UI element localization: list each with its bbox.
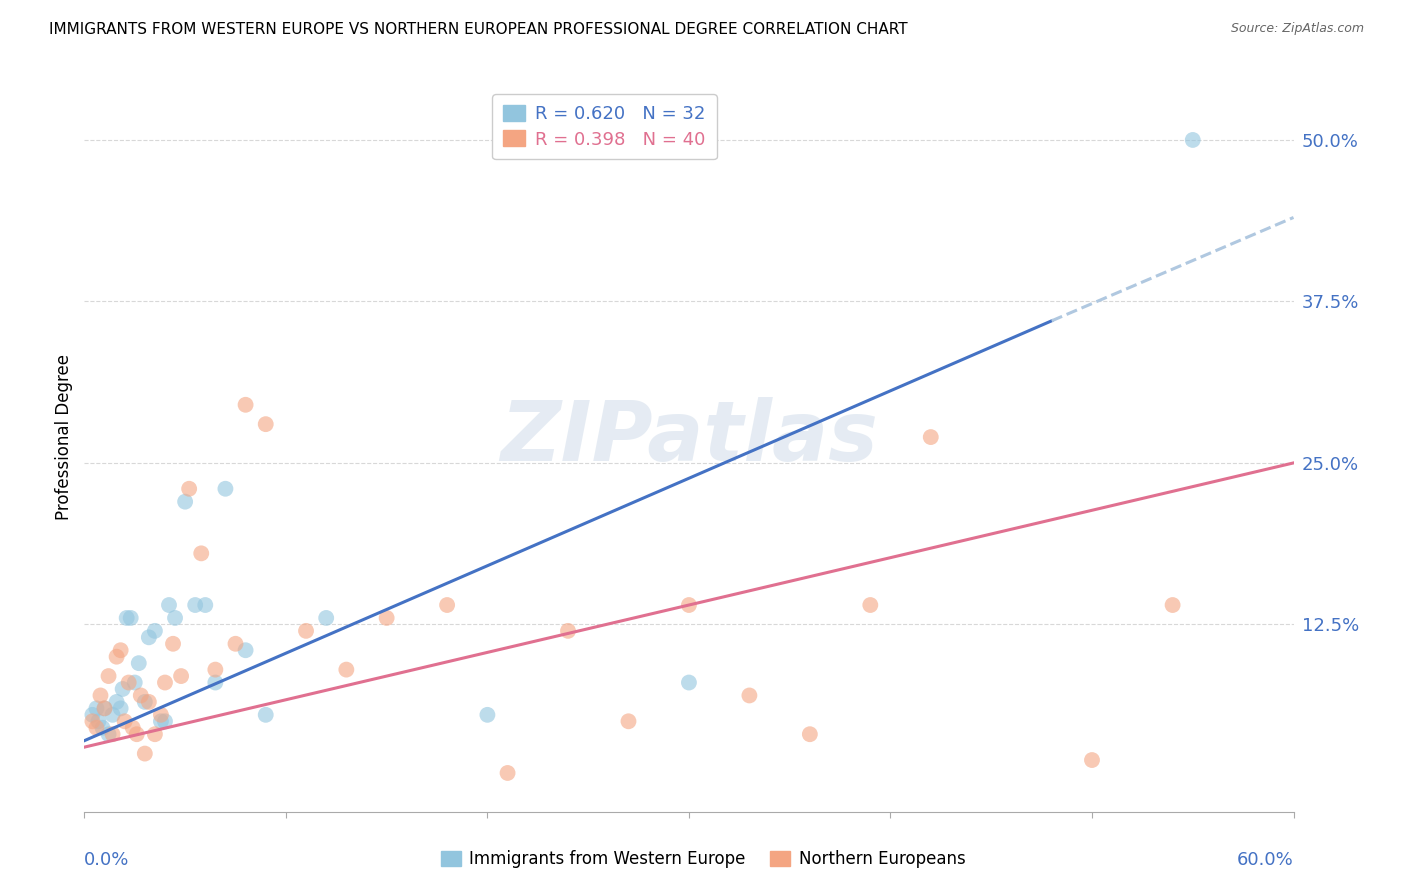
Point	[97, 669, 120, 683]
Point	[179, 482, 201, 496]
Point	[118, 675, 141, 690]
Point	[295, 624, 318, 638]
Point	[134, 695, 156, 709]
Point	[129, 689, 152, 703]
Point	[87, 714, 110, 729]
Point	[149, 707, 172, 722]
Point	[101, 727, 124, 741]
Point	[214, 482, 236, 496]
Point	[93, 701, 115, 715]
Point	[105, 649, 128, 664]
Point	[82, 714, 104, 729]
Point	[557, 624, 579, 638]
Point	[149, 714, 172, 729]
Legend: R = 0.620   N = 32, R = 0.398   N = 40: R = 0.620 N = 32, R = 0.398 N = 40	[492, 94, 717, 160]
Y-axis label: Professional Degree: Professional Degree	[55, 354, 73, 520]
Point	[138, 630, 160, 644]
Text: ZIPatlas: ZIPatlas	[501, 397, 877, 477]
Point	[194, 598, 217, 612]
Point	[617, 714, 640, 729]
Text: 0.0%: 0.0%	[84, 851, 129, 869]
Point	[496, 766, 519, 780]
Point	[86, 701, 108, 715]
Point	[125, 727, 148, 741]
Point	[235, 398, 257, 412]
Point	[738, 689, 761, 703]
Point	[1161, 598, 1184, 612]
Point	[235, 643, 257, 657]
Point	[86, 721, 108, 735]
Point	[134, 747, 156, 761]
Point	[82, 707, 104, 722]
Legend: Immigrants from Western Europe, Northern Europeans: Immigrants from Western Europe, Northern…	[434, 844, 972, 875]
Point	[153, 675, 176, 690]
Point	[799, 727, 821, 741]
Point	[128, 656, 150, 670]
Point	[678, 675, 700, 690]
Point	[114, 714, 136, 729]
Point	[678, 598, 700, 612]
Point	[920, 430, 942, 444]
Point	[124, 675, 146, 690]
Point	[138, 695, 160, 709]
Point	[436, 598, 458, 612]
Point	[101, 707, 124, 722]
Point	[225, 637, 247, 651]
Point	[254, 707, 277, 722]
Point	[97, 727, 120, 741]
Text: Source: ZipAtlas.com: Source: ZipAtlas.com	[1230, 22, 1364, 36]
Point	[335, 663, 357, 677]
Point	[105, 695, 128, 709]
Point	[143, 727, 166, 741]
Point	[110, 643, 132, 657]
Point	[174, 494, 197, 508]
Point	[315, 611, 337, 625]
Point	[204, 675, 226, 690]
Point	[375, 611, 398, 625]
Point	[120, 611, 142, 625]
Point	[204, 663, 226, 677]
Point	[165, 611, 187, 625]
Text: 60.0%: 60.0%	[1237, 851, 1294, 869]
Point	[143, 624, 166, 638]
Point	[89, 689, 111, 703]
Point	[115, 611, 138, 625]
Point	[254, 417, 277, 432]
Point	[859, 598, 882, 612]
Point	[184, 598, 207, 612]
Point	[121, 721, 143, 735]
Point	[111, 681, 134, 696]
Point	[110, 701, 132, 715]
Point	[190, 546, 212, 560]
Point	[1081, 753, 1104, 767]
Point	[91, 721, 114, 735]
Point	[153, 714, 176, 729]
Point	[170, 669, 193, 683]
Point	[93, 701, 115, 715]
Text: IMMIGRANTS FROM WESTERN EUROPE VS NORTHERN EUROPEAN PROFESSIONAL DEGREE CORRELAT: IMMIGRANTS FROM WESTERN EUROPE VS NORTHE…	[49, 22, 908, 37]
Point	[157, 598, 180, 612]
Point	[477, 707, 499, 722]
Point	[162, 637, 184, 651]
Point	[1181, 133, 1204, 147]
